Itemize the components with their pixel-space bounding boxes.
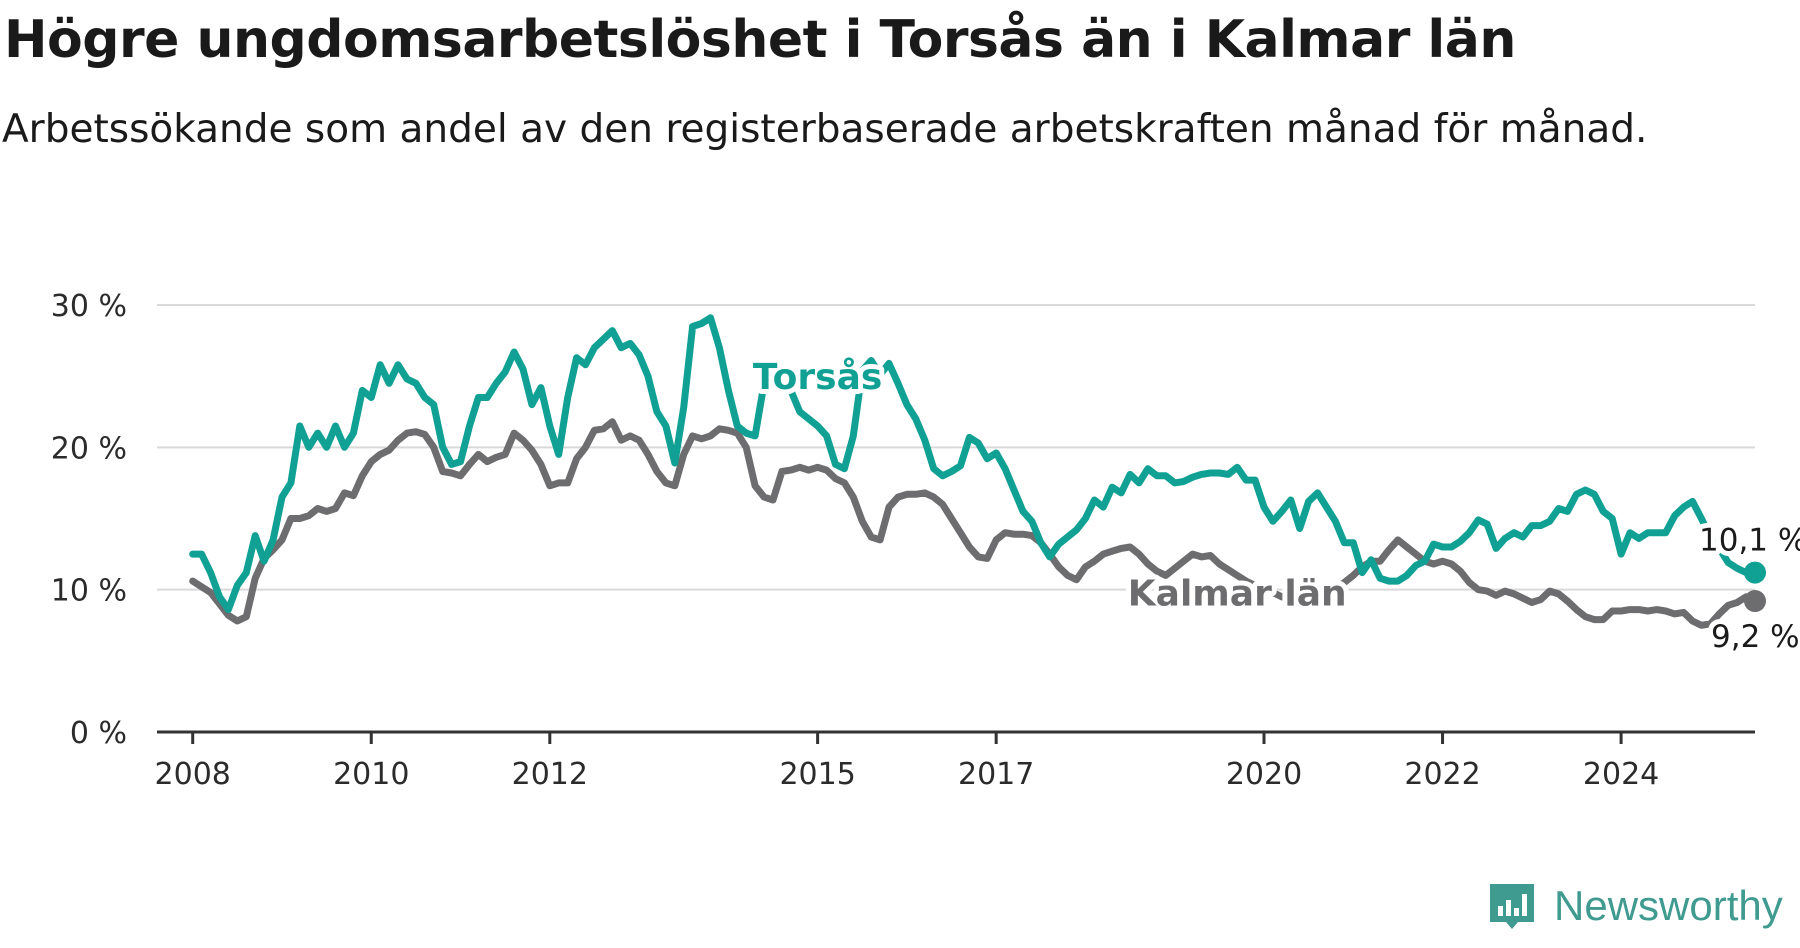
x-tick-label: 2022: [1404, 757, 1480, 792]
series-line-kalmar-lan: [189, 418, 1759, 629]
page-subtitle: Arbetssökande som andel av den registerb…: [2, 107, 1648, 152]
y-tick-label: 30 %: [51, 289, 127, 324]
y-axis: 0 % 10 % 20 % 30 %: [51, 289, 127, 751]
y-tick-label: 10 %: [51, 574, 127, 609]
end-point-torsas: [1744, 561, 1766, 584]
x-tick-label: 2017: [958, 757, 1034, 792]
series-labels: Torsås Kalmar län 10,1 % 9,2 %: [748, 352, 1800, 660]
page-title: Högre ungdomsarbetslöshet i Torsås än i …: [4, 10, 1516, 70]
end-label-torsas: 10,1 %: [1699, 523, 1800, 559]
newsworthy-logo-icon: [1490, 884, 1534, 929]
series-label-kalmar-lan: Kalmar län: [1128, 574, 1347, 615]
x-tick-label: 2015: [779, 757, 855, 792]
series-line-torsas: [189, 314, 1759, 614]
end-point-kalmar-lan: [1744, 590, 1766, 613]
y-gridlines: [157, 304, 1755, 591]
brand-logo: Newsworthy: [1488, 882, 1783, 930]
series-label-torsas: Torsås: [753, 357, 882, 398]
series-lines: [189, 314, 1766, 629]
end-label-kalmar-lan: 9,2 %: [1711, 619, 1800, 655]
brand-name: Newsworthy: [1554, 882, 1783, 929]
x-tick-label: 2020: [1226, 757, 1302, 792]
x-tick-label: 2008: [155, 757, 231, 792]
y-tick-label: 0 %: [70, 716, 127, 751]
x-tick-label: 2012: [512, 757, 588, 792]
x-tick-label: 2010: [333, 757, 409, 792]
y-tick-label: 20 %: [51, 431, 127, 466]
x-tick-label: 2024: [1583, 757, 1659, 792]
x-axis: 2008 2010 2012 2015 2017 2020 2022 2024: [155, 730, 1755, 792]
